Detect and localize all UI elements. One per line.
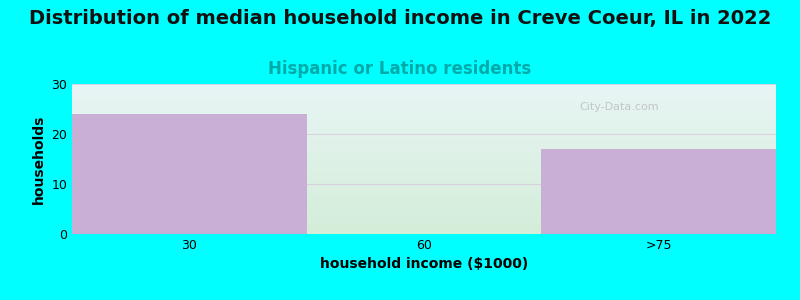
Text: City-Data.com: City-Data.com — [579, 102, 658, 112]
Bar — [72, 114, 306, 234]
Text: Distribution of median household income in Creve Coeur, IL in 2022: Distribution of median household income … — [29, 9, 771, 28]
Text: Hispanic or Latino residents: Hispanic or Latino residents — [268, 60, 532, 78]
Bar — [542, 149, 776, 234]
Y-axis label: households: households — [32, 114, 46, 204]
X-axis label: household income ($1000): household income ($1000) — [320, 257, 528, 272]
